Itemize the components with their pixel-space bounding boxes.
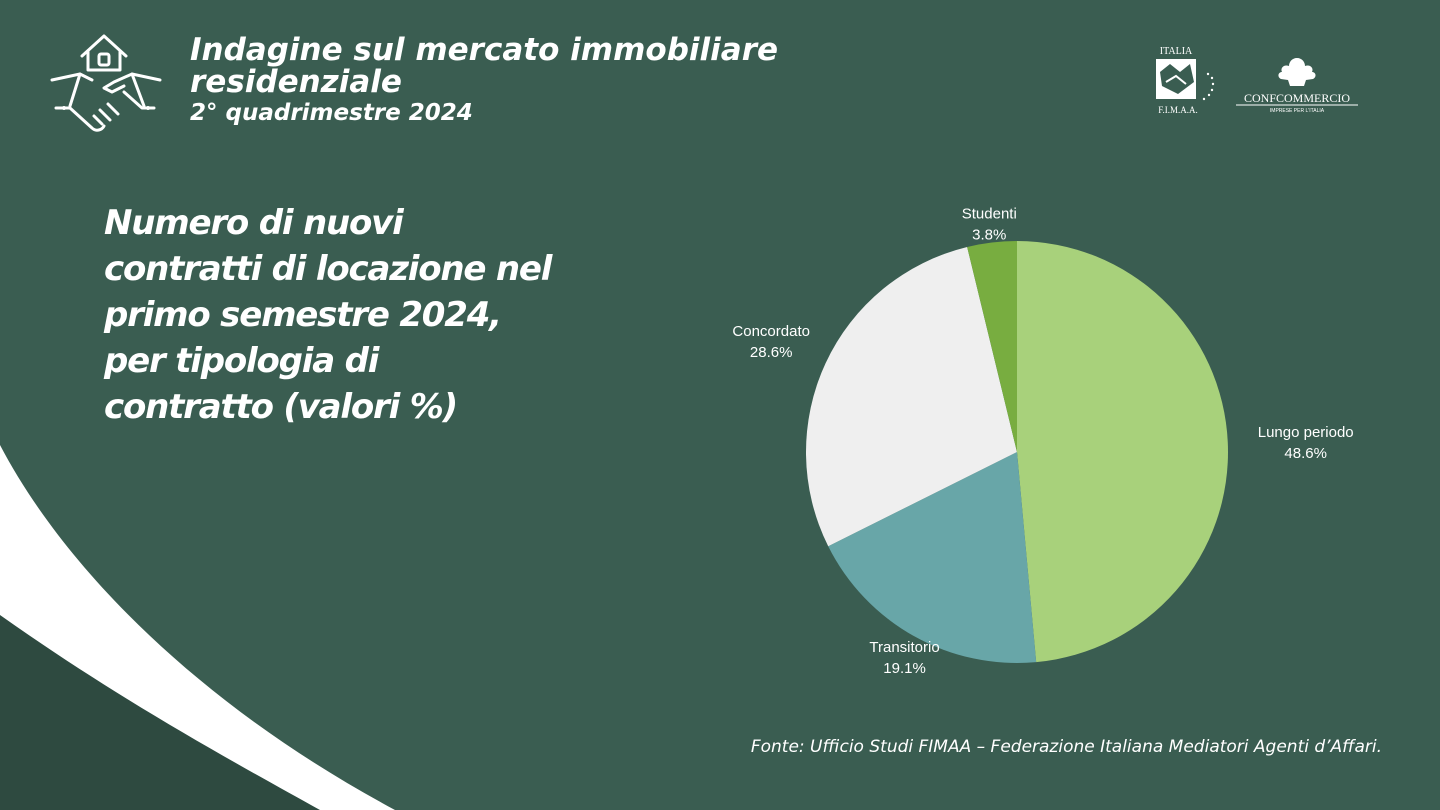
pie-slice-transitorio (828, 452, 1037, 663)
house-handshake-icon (50, 34, 162, 132)
fimaa-logo-top-text: ITALIA (1160, 46, 1193, 57)
chart-headline: Numero di nuovi contratti di locazione n… (104, 203, 552, 427)
slice-value-label-lungo-periodo: 48.6% (1284, 445, 1327, 462)
pie-slice-concordato (806, 246, 1017, 547)
slice-value-label-concordato: 28.6% (750, 344, 793, 361)
confcommercio-logo-text: CONFCOMMERCIO (1244, 91, 1350, 105)
slice-category-label-studenti: Studenti (962, 206, 1017, 223)
report-title: Indagine sul mercato immobiliare residen… (190, 32, 779, 100)
confcommercio-logo-subtext: IMPRESE PER L'ITALIA (1270, 108, 1325, 114)
confcommercio-logo: CONFCOMMERCIO IMPRESE PER L'ITALIA (1236, 58, 1358, 114)
slice-category-label-concordato: Concordato (732, 323, 810, 340)
pie-chart: Lungo periodo 48.6% Transitorio 19.1% Concor… (732, 206, 1354, 677)
pie-slice-studenti (967, 241, 1017, 452)
pie-slice-lungo-periodo (1017, 241, 1229, 663)
fimaa-logo-bottom-text: F.I.M.A.A. (1158, 105, 1198, 115)
slice-value-label-studenti: 3.8% (972, 227, 1006, 244)
fimaa-logo: ITALIA F.I.M.A.A. (1156, 46, 1215, 115)
slice-category-label-lungo-periodo: Lungo periodo (1258, 424, 1354, 441)
source-note: Fonte: Ufficio Studi FIMAA – Federazione… (750, 737, 1382, 757)
slice-value-label-transitorio: 19.1% (883, 660, 926, 677)
report-subtitle: 2° quadrimestre 2024 (190, 100, 473, 126)
report-title-block: Indagine sul mercato immobiliare residen… (190, 34, 890, 128)
slice-category-label-transitorio: Transitorio (869, 639, 939, 656)
